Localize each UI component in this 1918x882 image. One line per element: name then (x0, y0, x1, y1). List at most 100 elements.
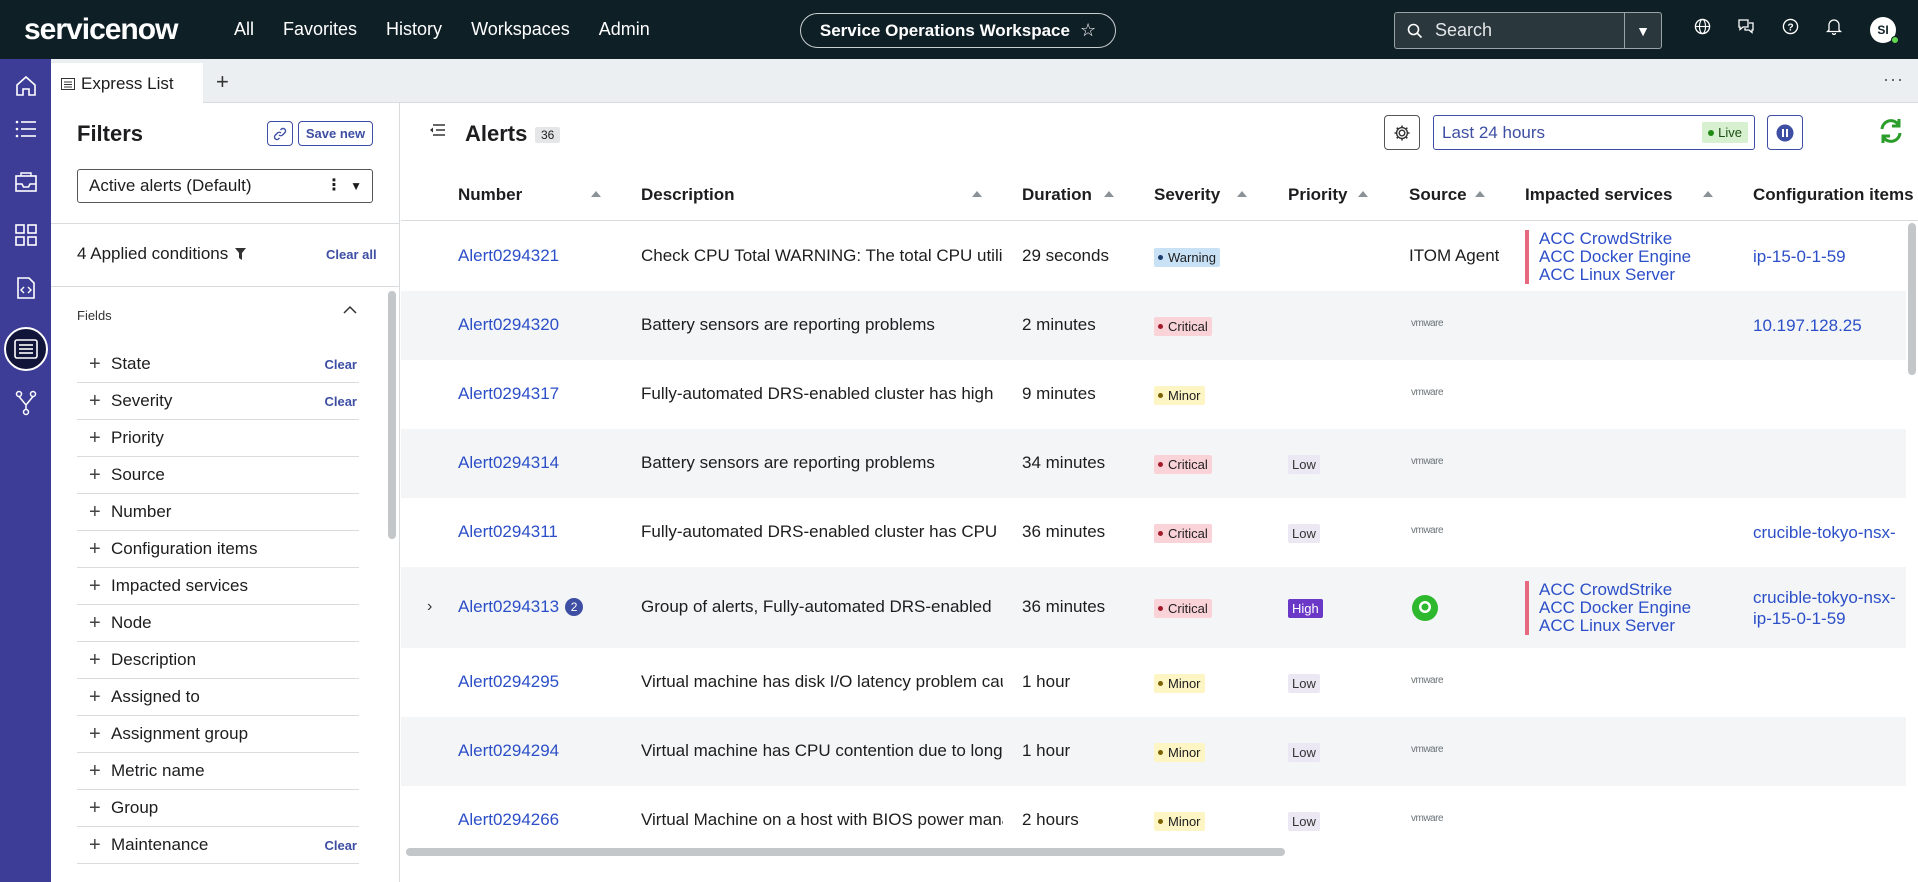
configuration-item-link[interactable]: ip-15-0-1-59 (1753, 247, 1846, 266)
time-range-select[interactable]: Last 24 hours Live (1433, 115, 1755, 150)
column-source[interactable]: Source (1409, 185, 1467, 204)
service-link[interactable]: ACC Docker Engine (1539, 246, 1692, 266)
sort-icon[interactable] (1237, 191, 1247, 197)
configuration-item-link[interactable]: crucible-tokyo-nsx- (1753, 587, 1896, 607)
bell-icon[interactable] (1812, 18, 1856, 35)
branch-icon[interactable] (10, 387, 42, 419)
alert-number-link[interactable]: Alert0294317 (458, 384, 559, 404)
column-severity[interactable]: Severity (1154, 185, 1221, 204)
expand-chevron-icon[interactable]: › (427, 597, 433, 615)
alert-number[interactable]: Alert0294311 (458, 521, 558, 541)
plus-icon[interactable]: + (89, 759, 101, 782)
filter-field-row[interactable]: + Node (77, 605, 359, 642)
table-row[interactable]: Alert0294266 Virtual Machine on a host wi… (401, 786, 1906, 855)
home-icon[interactable] (10, 70, 42, 102)
filter-field-row[interactable]: + Severity Clear (77, 383, 359, 420)
star-icon[interactable]: ☆ (1079, 20, 1097, 40)
chevron-down-icon[interactable]: ▼ (1636, 22, 1650, 39)
plus-icon[interactable]: + (89, 426, 101, 449)
column-number[interactable]: Number (458, 185, 523, 204)
table-row[interactable]: Alert0294321 Check CPU Total WARNING: The… (401, 222, 1906, 291)
alert-number-link[interactable]: Alert0294311 (458, 522, 558, 542)
filter-field-row[interactable]: + Description (77, 642, 359, 679)
column-priority[interactable]: Priority (1288, 185, 1348, 204)
more-options-icon[interactable]: ··· (1883, 69, 1904, 89)
service-link[interactable]: ACC CrowdStrike (1539, 580, 1673, 599)
plus-icon[interactable]: + (89, 648, 101, 671)
servicenow-logo[interactable]: servicenow (24, 12, 178, 46)
tab-express-list[interactable]: Express List (51, 63, 203, 103)
alert-number-link[interactable]: Alert0294294 (458, 741, 559, 761)
clear-all-link[interactable]: Clear all (326, 247, 377, 262)
add-tab-icon[interactable]: + (216, 69, 229, 94)
pause-button[interactable] (1767, 115, 1803, 150)
alert-number[interactable]: Alert0294266 (458, 809, 560, 829)
horizontal-scrollbar[interactable] (406, 848, 1285, 856)
column-description[interactable]: Description (641, 185, 735, 204)
list-icon[interactable] (10, 113, 42, 145)
clear-filter-link[interactable]: Clear (324, 393, 357, 409)
sort-icon[interactable] (972, 191, 982, 197)
kebab-icon[interactable]: ⋮ (326, 177, 342, 194)
plus-icon[interactable]: + (89, 500, 101, 523)
alert-number-link[interactable]: Alert0294295 (458, 672, 559, 692)
column-configuration-items[interactable]: Configuration items (1753, 185, 1914, 204)
chevron-down-icon[interactable]: ▼ (350, 179, 362, 193)
inbox-icon[interactable] (10, 166, 42, 198)
link-icon[interactable] (267, 121, 293, 146)
applied-conditions[interactable]: 4 Applied conditions (77, 244, 247, 264)
nav-workspaces[interactable]: Workspaces (471, 19, 570, 39)
configuration-item-link[interactable]: 10.197.128.25 (1753, 316, 1862, 335)
plus-icon[interactable]: + (89, 463, 101, 486)
alert-number-link[interactable]: Alert0294266 (458, 810, 559, 830)
dashboard-icon[interactable] (10, 219, 42, 251)
service-link[interactable]: ACC Docker Engine (1539, 597, 1692, 617)
vertical-scrollbar[interactable] (1908, 223, 1916, 375)
settings-button[interactable] (1384, 115, 1420, 150)
filter-field-row[interactable]: + State Clear (77, 346, 359, 383)
sort-icon[interactable] (1358, 191, 1368, 197)
filter-field-row[interactable]: + Source (77, 457, 359, 494)
sort-icon[interactable] (1104, 191, 1114, 197)
column-duration[interactable]: Duration (1022, 185, 1092, 204)
collapse-filters-icon[interactable] (429, 123, 445, 141)
express-list-icon[interactable] (4, 327, 48, 371)
search-input[interactable]: Search (1435, 13, 1625, 48)
filter-field-row[interactable]: + Priority (77, 420, 359, 457)
script-icon[interactable] (10, 272, 42, 304)
table-row[interactable]: Alert0294311 Fully-automated DRS-enabled … (401, 498, 1906, 567)
filter-field-row[interactable]: + Configuration items (77, 531, 359, 568)
table-row[interactable]: Alert0294294 Virtual machine has CPU cont… (401, 717, 1906, 786)
alert-number-link[interactable]: Alert0294314 (458, 453, 559, 473)
filter-field-row[interactable]: + Group (77, 790, 359, 827)
plus-icon[interactable]: + (89, 537, 101, 560)
table-row[interactable]: Alert0294295 Virtual machine has disk I/O… (401, 648, 1906, 717)
workspace-pill[interactable]: Service Operations Workspace ☆ (800, 13, 1116, 48)
plus-icon[interactable]: + (89, 796, 101, 819)
alert-number[interactable]: Alert0294295 (458, 671, 560, 691)
plus-icon[interactable]: + (89, 685, 101, 708)
service-link[interactable]: ACC Linux Server (1539, 615, 1676, 635)
save-new-button[interactable]: Save new (298, 121, 373, 146)
table-row[interactable]: › Alert0294313 2 Group of alerts, Fully-aut… (401, 567, 1906, 648)
alert-number[interactable]: Alert0294321 (458, 245, 560, 265)
plus-icon[interactable]: + (89, 389, 101, 412)
nav-history[interactable]: History (386, 19, 443, 39)
alert-number-link[interactable]: Alert0294313 2 (458, 596, 584, 617)
clear-filter-link[interactable]: Clear (324, 356, 357, 372)
alert-number[interactable]: Alert0294317 (458, 383, 560, 403)
sort-icon[interactable] (591, 191, 601, 197)
plus-icon[interactable]: + (89, 833, 101, 856)
refresh-icon[interactable] (1877, 117, 1905, 150)
global-search[interactable]: Search ▼ (1394, 12, 1662, 49)
filter-field-row[interactable]: + Maintenance Clear (77, 827, 359, 864)
alert-number[interactable]: Alert0294313 (458, 596, 560, 616)
plus-icon[interactable]: + (89, 722, 101, 745)
filter-field-row[interactable]: + Number (77, 494, 359, 531)
alert-number-link[interactable]: Alert0294320 (458, 315, 559, 335)
alert-number[interactable]: Alert0294294 (458, 740, 560, 760)
configuration-item-link[interactable]: crucible-tokyo-nsx- (1753, 523, 1896, 542)
filter-field-row[interactable]: + Impacted services (77, 568, 359, 605)
clear-filter-link[interactable]: Clear (324, 837, 357, 853)
filter-field-row[interactable]: + Assignment group (77, 716, 359, 753)
